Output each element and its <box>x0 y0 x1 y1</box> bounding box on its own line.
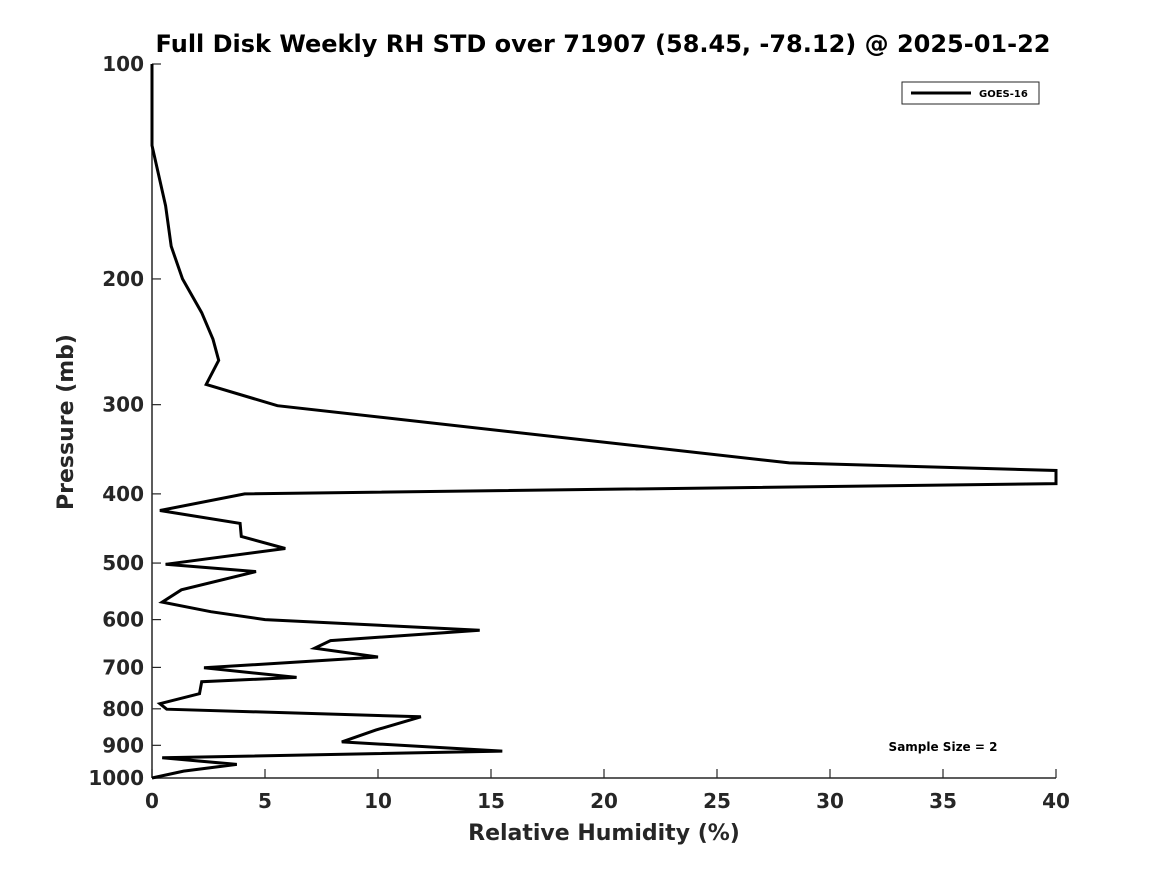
y-tick-label: 200 <box>102 267 144 291</box>
x-tick-label: 0 <box>145 789 159 813</box>
chart-title: Full Disk Weekly RH STD over 71907 (58.4… <box>156 30 1051 58</box>
y-tick-label: 800 <box>102 697 144 721</box>
y-tick-label: 500 <box>102 551 144 575</box>
y-tick-label: 700 <box>102 655 144 679</box>
x-axis-ticks: 0 5 10 15 20 25 30 35 40 <box>145 769 1070 813</box>
y-tick-label: 900 <box>102 733 144 757</box>
sample-size-annotation: Sample Size = 2 <box>889 740 998 754</box>
x-tick-label: 35 <box>929 789 957 813</box>
x-tick-label: 20 <box>590 789 618 813</box>
y-tick-label: 600 <box>102 608 144 632</box>
y-tick-label: 300 <box>102 393 144 417</box>
x-tick-label: 5 <box>258 789 272 813</box>
series-line-goes-16 <box>150 64 1058 780</box>
legend-label-goes-16: GOES-16 <box>979 89 1028 100</box>
y-tick-label: 400 <box>102 482 144 506</box>
x-axis-label: Relative Humidity (%) <box>468 821 740 846</box>
x-tick-label: 15 <box>477 789 505 813</box>
y-axis-label: Pressure (mb) <box>54 334 79 510</box>
x-tick-label: 25 <box>703 789 731 813</box>
y-tick-label: 1000 <box>88 766 144 790</box>
x-tick-label: 10 <box>364 789 392 813</box>
plot-axes <box>151 64 1056 779</box>
y-axis-ticks: 100 200 300 400 500 600 700 800 900 1000 <box>88 52 161 790</box>
series-layer <box>150 64 1058 780</box>
y-tick-label: 100 <box>102 52 144 76</box>
x-tick-label: 30 <box>816 789 844 813</box>
legend: GOES-16 <box>901 81 1040 105</box>
x-tick-label: 40 <box>1042 789 1070 813</box>
